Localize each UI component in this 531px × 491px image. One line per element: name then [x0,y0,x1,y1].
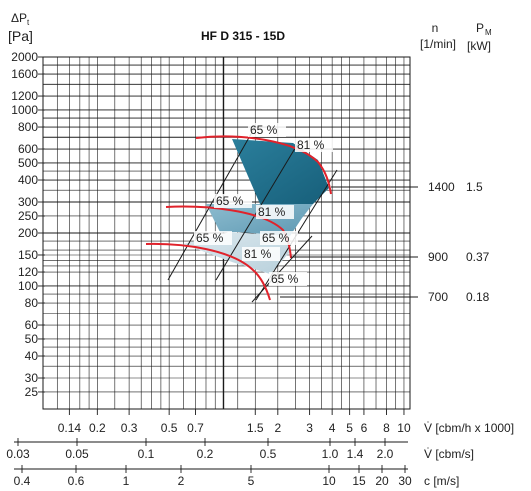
y-tick-label: 500 [18,156,38,170]
speed-unit: [1/min] [420,37,456,51]
x3-tick-label: 1 [123,474,130,488]
operating-point-speed: 900 [428,250,448,264]
operating-point-speed: 700 [428,290,448,304]
efficiency-label: 65 % [262,231,290,245]
efficiency-label-bg [295,138,333,152]
x1-tick-label: 0.7 [187,421,204,435]
y-tick-label: 1200 [11,89,38,103]
y-tick-label: 80 [25,296,39,310]
x1-tick-label: 0.5 [161,421,178,435]
x2-tick-label: 1.4 [347,447,364,461]
efficiency-label: 81 % [258,205,286,219]
x1-tick-label: 8 [383,421,390,435]
x1-tick-label: 10 [397,421,411,435]
chart-title: HF D 315 - 15D [201,29,285,43]
efficiency-label: 81 % [297,138,325,152]
x2-tick-label: 0.2 [197,447,214,461]
y-tick-label: 2000 [11,50,38,64]
efficiency-label-bg [194,231,232,245]
operating-point-speed: 1400 [428,180,455,194]
efficiency-label: 65 % [216,194,244,208]
efficiency-label: 81 % [244,247,272,261]
x3-tick-label: 2 [178,474,185,488]
efficiency-label-bg [256,205,294,219]
operating-point-power: 1.5 [466,180,483,194]
efficiency-label: 65 % [196,231,224,245]
operating-point-power: 0.18 [466,290,490,304]
x2-tick-label: 1.0 [322,447,339,461]
x-axes: 0.14 0.2 0.3 0.5 0.7 1.5 2 3 4 5 6 8 10 V̇ [cbm/h x 1… [6,409,514,488]
power-subscript: M [485,28,492,37]
x1-tick-label: 3 [306,421,313,435]
x1-tick-label: 1.5 [247,421,264,435]
y-tick-label: 30 [25,371,39,385]
x2-axis-label: V̇ [cbm/s] [424,447,474,461]
y-axis-unit: [Pa] [8,28,33,44]
efficiency-label-bg [260,231,298,245]
x3-tick-label: 0.6 [68,474,85,488]
y-tick-label: 60 [25,318,39,332]
y-tick-label: 150 [18,248,38,262]
y-tick-label: 800 [18,120,38,134]
x1-tick-label: 0.2 [89,421,106,435]
x1-tick-label: 0.3 [121,421,138,435]
y-axis-symbol: ΔP [11,11,27,25]
y-axis-subscript: t [27,18,30,27]
y-tick-label: 100 [18,279,38,293]
efficiency-label-bg [269,272,307,286]
efficiency-label: 65 % [250,123,278,137]
x2-tick-label: 2.0 [377,447,394,461]
x3-tick-label: 10 [322,474,336,488]
fan-curve [145,242,271,301]
x3-axis-label: c [m/s] [424,474,459,488]
x2-tick-label: 0.05 [65,447,89,461]
power-header: P [476,21,484,35]
speed-header: n [432,21,439,35]
x1-tick-label: 6 [361,421,368,435]
operating-point-power: 0.37 [466,250,490,264]
x2-tick-label: 0.5 [260,447,277,461]
x2-tick-label: 0.03 [6,447,30,461]
y-tick-label: 600 [18,142,38,156]
y-tick-label: 25 [25,385,39,399]
efficiency-label-bg [242,247,280,261]
fan-curve [195,135,332,195]
y-tick-label: 120 [18,265,38,279]
y-tick-label: 400 [18,173,38,187]
x3-tick-label: 5 [248,474,255,488]
x1-axis-label: V̇ [cbm/h x 1000] [424,421,514,435]
x3-tick-label: 0.4 [14,474,31,488]
x3-tick-label: 20 [375,474,389,488]
efficiency-labels: 65 % 81 % 65 % 81 % 65 % 65 % 81 % 65 % [194,123,333,286]
efficiency-label-bg [248,123,286,137]
x1-tick-label: 2 [274,421,281,435]
y-tick-label: 40 [25,349,39,363]
x1-tick-label: 4 [329,421,336,435]
efficiency-label-bg [214,194,252,208]
fan-curve [165,205,292,259]
y-tick-label: 200 [18,226,38,240]
x2-tick-label: 0.1 [138,447,155,461]
y-tick-label: 1000 [11,103,38,117]
x3-tick-label: 15 [352,474,366,488]
x1-tick-label: 0.14 [58,421,82,435]
efficiency-label: 65 % [271,272,299,286]
high-speed-region [232,139,329,204]
x3-tick-label: 30 [398,474,412,488]
power-unit: [kW] [467,39,491,53]
y-tick-label: 1600 [11,67,38,81]
operating-points: 1400 1.5 900 0.37 700 0.18 [280,180,490,304]
y-tick-label: 300 [18,195,38,209]
fan-curves [145,135,332,301]
x1-tick-label: 5 [346,421,353,435]
efficiency-line [251,235,313,303]
y-tick-label: 250 [18,209,38,223]
y-tick-label: 50 [25,332,39,346]
efficiency-line [167,126,256,281]
